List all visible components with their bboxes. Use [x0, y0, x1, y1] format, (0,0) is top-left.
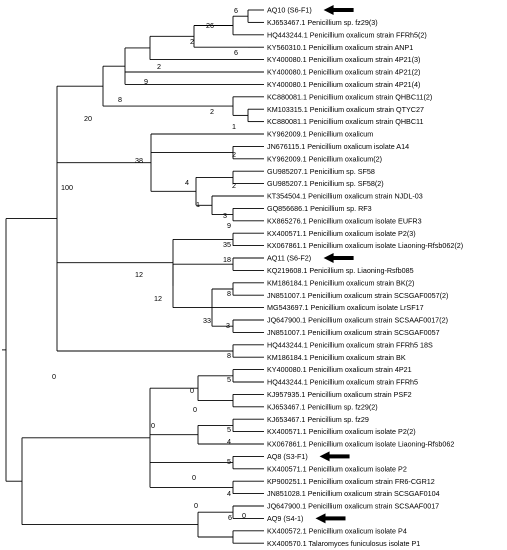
leaf-label: KY400080.1 Penicillium oxalicum strain 4… [267, 80, 420, 89]
left-arrow-icon [323, 253, 354, 263]
bootstrap-label: 2 [190, 37, 194, 46]
leaf-label: KT354504.1 Penicillium oxalicum strain N… [267, 192, 423, 201]
bootstrap-label: 35 [223, 240, 231, 249]
bootstrap-label: 12 [154, 294, 162, 303]
bootstrap-label: 9 [227, 221, 231, 230]
bootstrap-label: 8 [227, 289, 231, 298]
leaf-label: KY400080.1 Penicillium oxalicum strain 4… [267, 365, 412, 374]
bootstrap-label: 4 [227, 489, 231, 498]
bootstrap-label: 5 [227, 425, 231, 434]
leaf-label: KX865276.1 Penicillium oxalicum isolate … [267, 216, 422, 225]
highlighted-leaf-label: AQ11 (S6-F2) [267, 254, 311, 263]
bootstrap-label: 0 [151, 421, 155, 430]
leaf-label: KP900251.1 Penicillium oxalicum strain F… [267, 477, 435, 486]
leaf-label: KY400080.1 Penicillium oxalicum strain 4… [267, 55, 420, 64]
leaf-label: KJ653467.1 Penicillium sp. fz29(2) [267, 402, 378, 411]
leaf-label: KM186184.1 Penicillium oxalicum strain B… [267, 353, 406, 362]
leaf-label: KY400080.1 Penicillium oxalicum strain 4… [267, 68, 420, 77]
bootstrap-label: 6 [234, 48, 238, 57]
bootstrap-label: 18 [223, 255, 231, 264]
bootstrap-label: 3 [226, 321, 230, 330]
leaf-label: JQ647900.1 Penicillium oxalicum strain S… [267, 316, 448, 325]
leaf-label: KX400571.1 Penicillium oxalicum isolate … [267, 229, 416, 238]
bootstrap-label: 5 [227, 457, 231, 466]
leaf-label: GU985207.1 Penicillium sp. SF58(2) [267, 179, 384, 188]
bootstrap-label: 6 [234, 6, 238, 15]
leaf-label: JN676115.1 Penicillium oxalicum isolate … [267, 142, 409, 151]
bootstrap-label: 0 [190, 386, 194, 395]
leaf-label: JN851007.1 Penicillium oxalicum strain S… [267, 291, 448, 300]
bootstrap-label: 2 [232, 150, 236, 159]
leaf-label: KY560310.1 Penicillium oxalicum strain A… [267, 43, 413, 52]
bootstrap-label: 0 [193, 405, 197, 414]
leaf-label: JN851007.1 Penicillium oxalicum strain S… [267, 328, 440, 337]
bootstrap-label: 8 [118, 95, 122, 104]
bootstrap-label: 4 [227, 437, 231, 446]
bootstrap-label: 0 [242, 511, 246, 520]
leaf-label: KJ653467.1 Penicillium sp. fz29(3) [267, 18, 378, 27]
bootstrap-label: 0 [194, 501, 198, 510]
tree-branches [2, 9, 264, 544]
leaf-label: KC880081.1 Penicillium oxalicum strain Q… [267, 92, 432, 101]
bootstrap-label: 2 [210, 107, 214, 116]
leaf-label: KX400572.1 Penicillium oxalicum isolate … [267, 526, 407, 535]
highlighted-leaf-label: AQ10 (S6-F1) [267, 6, 312, 15]
bootstrap-label: 3 [223, 211, 227, 220]
bootstrap-label: 33 [203, 316, 211, 325]
bootstrap-label: 0 [52, 372, 56, 381]
leaf-label: GQ856686.1 Penicillium sp. RF3 [267, 204, 372, 213]
leaf-label: KQ219608.1 Penicillium sp. Liaoning-Rsfb… [267, 266, 414, 275]
leaf-label: KX400570.1 Talaromyces funiculosus isola… [267, 539, 420, 548]
bootstrap-label: 38 [135, 156, 143, 165]
leaf-label: KX400571.1 Penicillium oxalicum isolate … [267, 464, 407, 473]
leaf-label: KY962009.1 Penicillium oxalicum [267, 130, 373, 139]
leaf-label: KX067861.1 Penicillium oxalicum isolate … [267, 241, 463, 250]
leaf-label: KC880081.1 Penicillium oxalicum strain Q… [267, 117, 423, 126]
leaf-label: JQ647900.1 Penicillium oxalicum strain S… [267, 502, 439, 511]
leaf-label: GU985207.1 Penicillium sp. SF58 [267, 167, 375, 176]
leaf-label: KX400571.1 Penicillium oxalicum isolate … [267, 427, 416, 436]
leaf-label: KM103315.1 Penicillium oxalicum strain Q… [267, 105, 424, 114]
bootstrap-label: 1 [232, 122, 236, 131]
leaf-label: HQ443244.1 Penicillium oxalicum strain F… [267, 378, 418, 387]
leaf-labels: AQ10 (S6-F1) KJ653467.1 Penicillium sp. f… [267, 6, 463, 548]
leaf-label: KJ957935.1 Penicillium oxalicum strain P… [267, 390, 412, 399]
leaf-label: MG543697.1 Penicillium oxalicum isolate … [267, 303, 424, 312]
bootstrap-label: 6 [228, 513, 232, 522]
left-arrow-icon [319, 451, 350, 462]
leaf-label: KX067861.1 Penicillium oxalicum isolate … [267, 440, 454, 449]
bootstrap-label: 4 [185, 178, 189, 187]
bootstrap-label: 100 [61, 183, 73, 192]
bootstrap-label: 26 [206, 21, 214, 30]
leaf-label: KJ653467.1 Penicillium sp. fz29 [267, 415, 369, 424]
highlighted-leaf-label: AQ9 (S4-1) [267, 514, 303, 523]
leaf-label: KY962009.1 Penicillium oxalicum(2) [267, 154, 382, 163]
bootstrap-label: 0 [192, 473, 196, 482]
bootstrap-label: 2 [232, 181, 236, 190]
bootstrap-label: 12 [135, 270, 143, 279]
bootstrap-label: 8 [227, 351, 231, 360]
highlighted-leaf-label: AQ8 (S3-F1) [267, 452, 308, 461]
left-arrow-icon [315, 513, 346, 524]
bootstrap-label: 5 [227, 375, 231, 384]
leaf-label: HQ443244.1 Penicillium oxalicum strain F… [267, 340, 433, 349]
bootstrap-label: 1 [196, 200, 200, 209]
leaf-label: JN851028.1 Penicillium oxalicum strain S… [267, 489, 440, 498]
bootstrap-label: 2 [157, 62, 161, 71]
bootstrap-label: 9 [144, 77, 148, 86]
left-arrow-icon [323, 5, 354, 15]
bootstrap-label: 20 [84, 114, 92, 123]
leaf-label: KM186184.1 Penicillium oxalicum strain B… [267, 278, 414, 287]
leaf-label: HQ443244.1 Penicillium oxalicum strain F… [267, 30, 427, 39]
highlight-arrows [315, 5, 354, 524]
